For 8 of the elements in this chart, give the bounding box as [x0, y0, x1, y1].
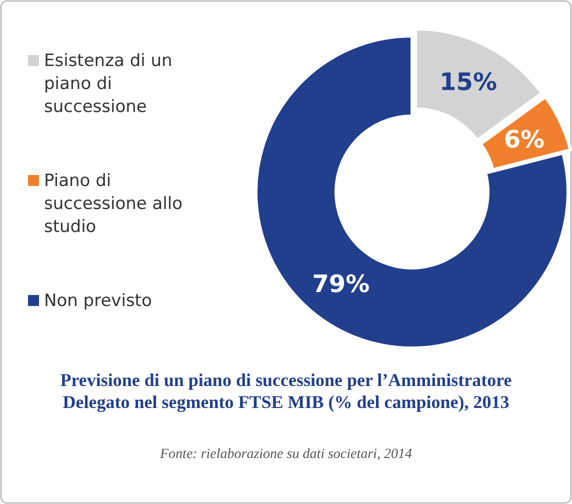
source-note: Fonte: rielaborazione su dati societari, 2014	[159, 447, 412, 462]
legend-label: Piano di successione allo studio	[44, 171, 183, 237]
legend-label: Non previsto	[44, 291, 152, 311]
data-label: 15%	[440, 68, 498, 96]
text: Previsione di un piano di successione per l’Amministratore Delegato nel segmento FTSE MIB (% del campione), 2013	[60, 370, 512, 412]
legend-label: Esistenza di un piano di successione	[44, 51, 172, 117]
data-label: 79%	[312, 270, 370, 298]
data-label: 6%	[504, 126, 545, 154]
